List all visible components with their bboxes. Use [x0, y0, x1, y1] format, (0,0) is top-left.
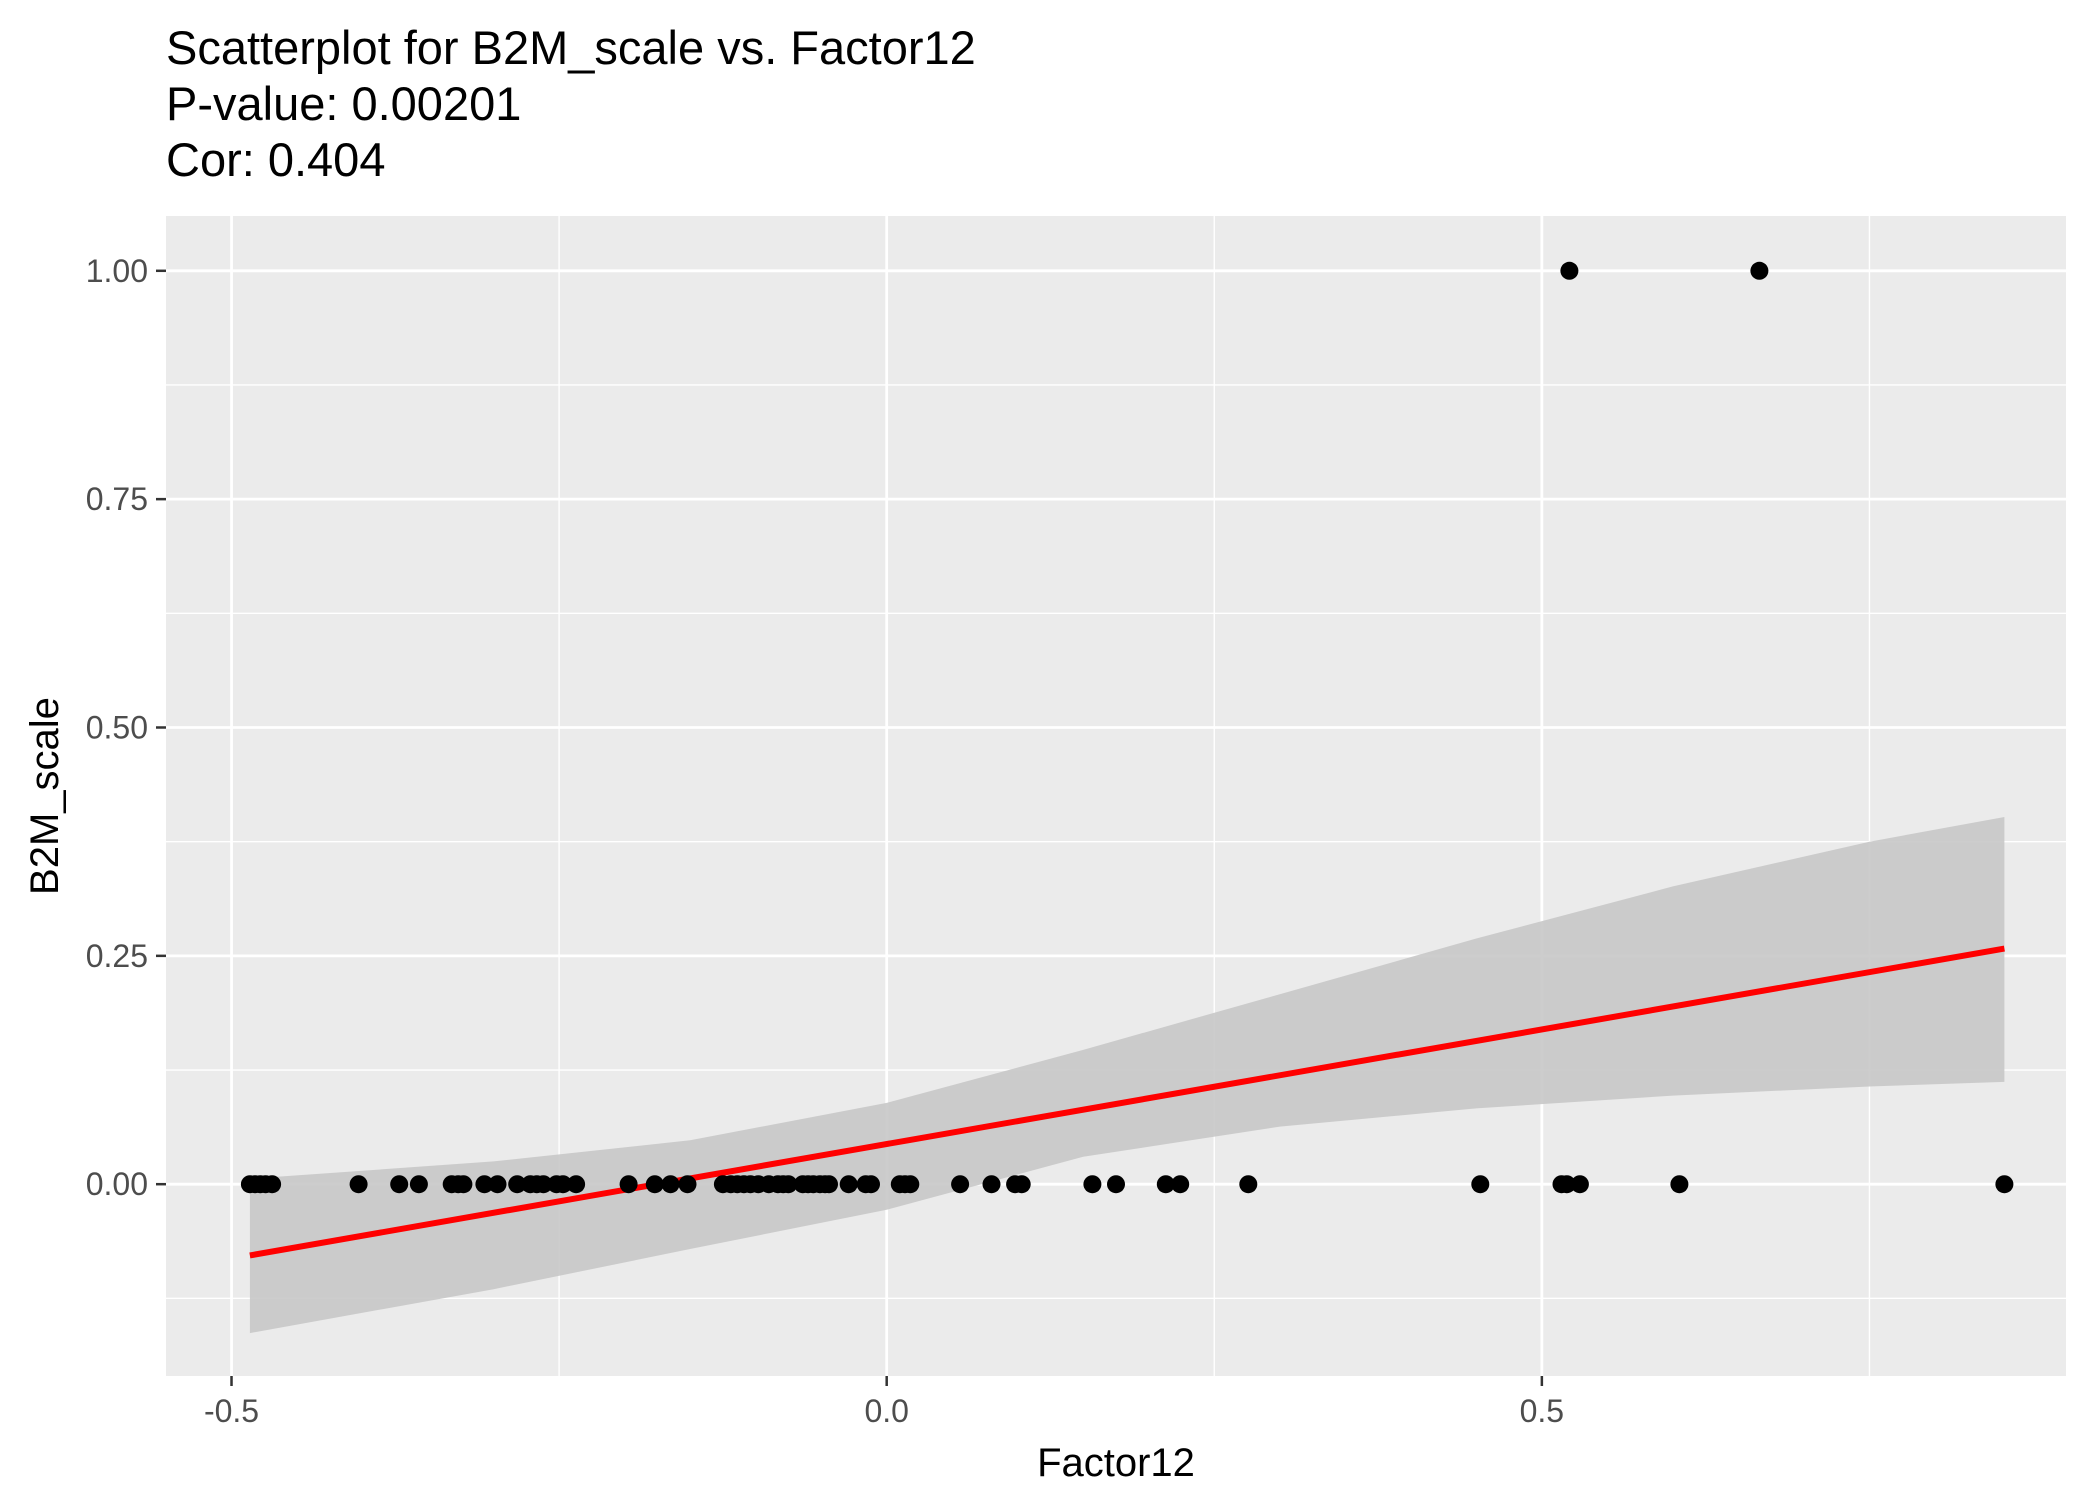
data-point: [534, 1175, 553, 1194]
data-point: [1012, 1175, 1031, 1194]
data-point: [263, 1175, 282, 1194]
data-point: [1171, 1175, 1190, 1194]
data-point: [454, 1175, 473, 1194]
confidence-band-layer: [249, 817, 2005, 1334]
data-point: [951, 1175, 970, 1194]
x-tick-label: 0.0: [864, 1393, 908, 1429]
data-point: [678, 1175, 697, 1194]
data-point: [1560, 261, 1579, 280]
data-point: [1107, 1175, 1125, 1194]
data-point: [1083, 1175, 1102, 1194]
data-point: [1570, 1175, 1589, 1194]
data-point: [390, 1175, 409, 1194]
y-tick-label: 0.25: [86, 938, 148, 974]
data-point: [862, 1175, 880, 1194]
x-tick-label: -0.5: [204, 1393, 259, 1429]
data-point: [1557, 1175, 1576, 1194]
x-axis-label: Factor12: [1037, 1441, 1195, 1485]
chart-title-line-3: Cor: 0.404: [166, 133, 386, 186]
x-tick-label: 0.5: [1520, 1393, 1564, 1429]
data-point: [349, 1175, 368, 1194]
y-tick-label: 0.75: [86, 481, 148, 517]
data-point: [554, 1175, 572, 1194]
data-point: [1670, 1175, 1689, 1194]
y-tick-label: 0.00: [86, 1166, 148, 1202]
data-point: [1156, 1175, 1175, 1194]
regression-line: [249, 945, 2005, 1259]
chart-title-line-2: P-value: 0.00201: [166, 77, 522, 130]
data-point: [488, 1175, 507, 1194]
y-axis-label: B2M_scale: [23, 697, 67, 895]
data-point: [661, 1175, 680, 1194]
data-point: [1471, 1175, 1490, 1194]
data-point: [901, 1175, 920, 1194]
axes-layer: -0.5 0.0 0.5 0.00 0.25 0.50 0.75 1.00: [86, 253, 1564, 1429]
data-point: [779, 1175, 798, 1194]
data-point: [409, 1175, 428, 1194]
y-tick-label: 0.50: [86, 709, 148, 745]
data-point: [1239, 1175, 1258, 1194]
points-layer: [240, 261, 2014, 1194]
data-point: [475, 1175, 494, 1194]
data-point: [1995, 1175, 2014, 1194]
chart-title-line-1: Scatterplot for B2M_scale vs. Factor12: [166, 21, 976, 74]
data-point: [1750, 261, 1769, 280]
data-point: [619, 1175, 638, 1194]
data-point: [508, 1175, 527, 1194]
y-tick-label: 1.00: [86, 253, 148, 289]
data-point: [982, 1175, 1001, 1194]
data-point: [645, 1175, 664, 1194]
data-point: [820, 1175, 838, 1194]
data-point: [839, 1175, 858, 1194]
fit-line-layer: [249, 945, 2005, 1259]
confidence-band: [249, 817, 2005, 1334]
data-point: [567, 1175, 586, 1194]
